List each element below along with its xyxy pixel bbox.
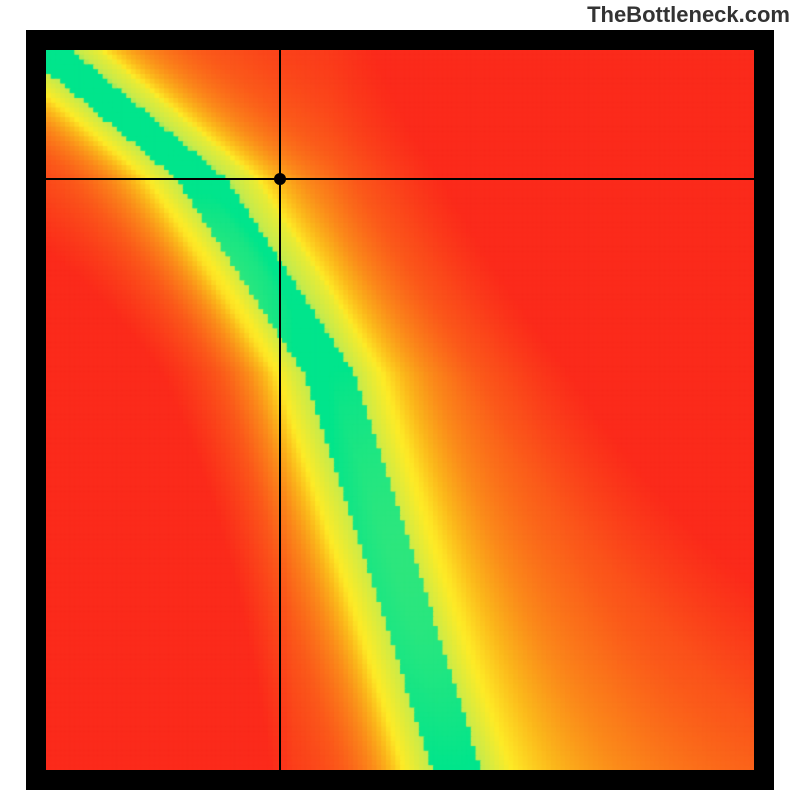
watermark-text: TheBottleneck.com: [587, 2, 790, 28]
heatmap-plot: [46, 50, 754, 770]
crosshair-horizontal: [46, 178, 754, 180]
crosshair-marker: [274, 173, 286, 185]
heatmap-canvas: [46, 50, 754, 770]
crosshair-vertical: [279, 50, 281, 770]
